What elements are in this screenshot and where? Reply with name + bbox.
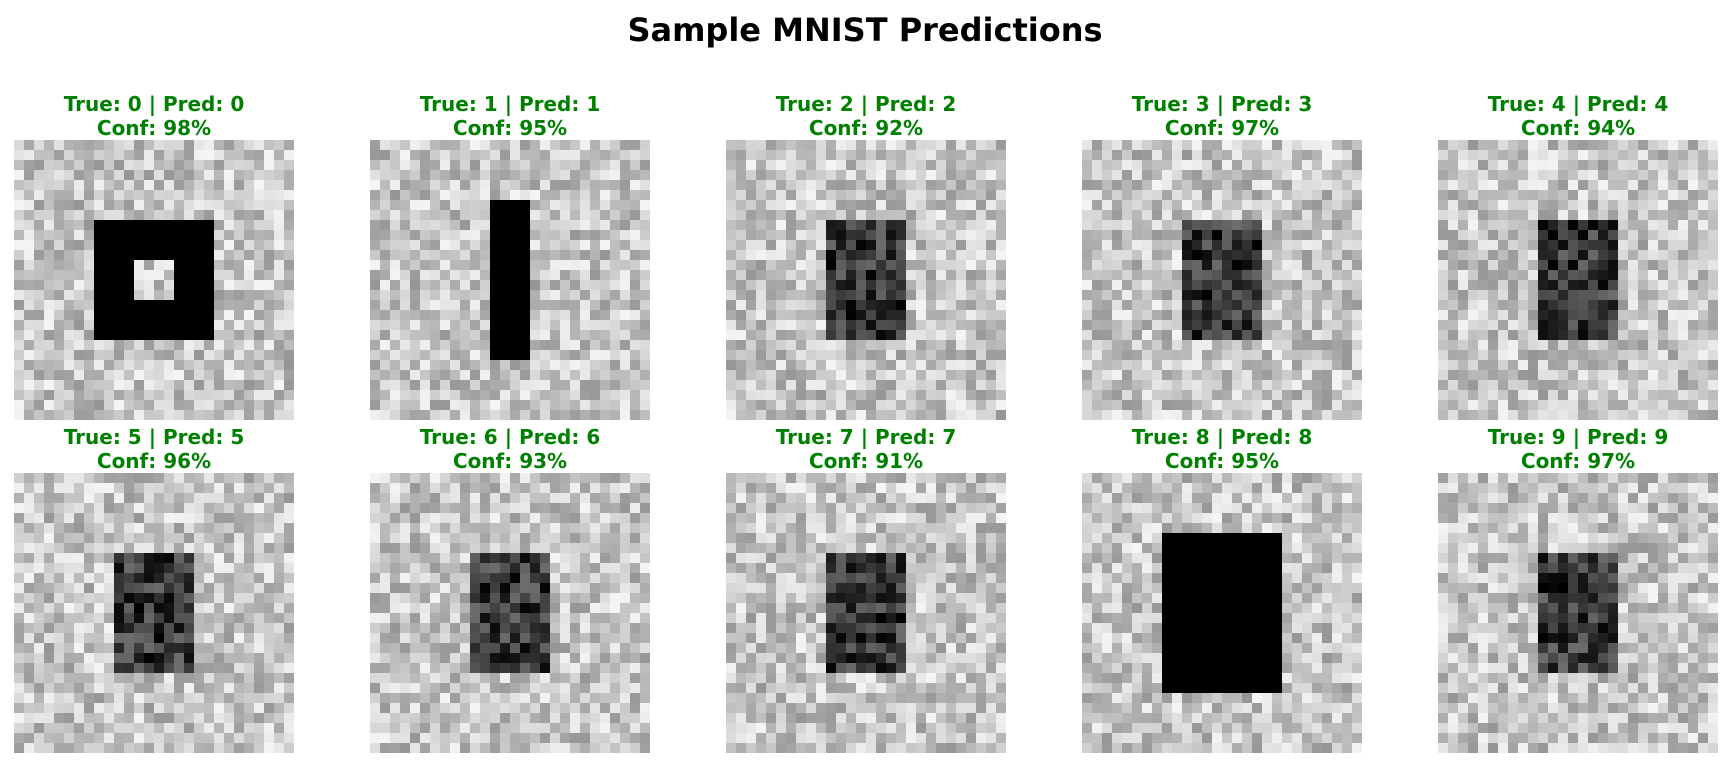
pred-label: Pred: 3 — [1230, 92, 1313, 116]
pred-label: Pred: 6 — [518, 425, 601, 449]
panel-title: True: 6 | Pred: 6 Conf: 93% — [419, 425, 601, 473]
prediction-panel-2: True: 2 | Pred: 2 Conf: 92% — [726, 92, 1006, 420]
true-label: True: 2 — [775, 92, 854, 116]
digit-image — [1438, 473, 1718, 753]
digit-image — [370, 140, 650, 420]
pred-label: Pred: 7 — [874, 425, 957, 449]
prediction-panel-1: True: 1 | Pred: 1 Conf: 95% — [370, 92, 650, 420]
prediction-panel-7: True: 7 | Pred: 7 Conf: 91% — [726, 425, 1006, 753]
conf-label: Conf: 97% — [1520, 449, 1636, 473]
true-label: True: 4 — [1487, 92, 1566, 116]
prediction-panel-0: True: 0 | Pred: 0 Conf: 98% — [14, 92, 294, 420]
true-label: True: 8 — [1131, 425, 1210, 449]
pred-label: Pred: 0 — [162, 92, 245, 116]
conf-label: Conf: 97% — [1164, 116, 1280, 140]
prediction-panel-3: True: 3 | Pred: 3 Conf: 97% — [1082, 92, 1362, 420]
prediction-panel-9: True: 9 | Pred: 9 Conf: 97% — [1438, 425, 1718, 753]
true-label: True: 5 — [63, 425, 142, 449]
pred-label: Pred: 9 — [1586, 425, 1669, 449]
pred-label: Pred: 8 — [1230, 425, 1313, 449]
digit-image — [1082, 473, 1362, 753]
figure-title: Sample MNIST Predictions — [627, 11, 1103, 49]
pred-label: Pred: 1 — [518, 92, 601, 116]
panel-title: True: 8 | Pred: 8 Conf: 95% — [1131, 425, 1313, 473]
panel-title: True: 1 | Pred: 1 Conf: 95% — [419, 92, 601, 140]
true-label: True: 6 — [419, 425, 498, 449]
panel-title: True: 4 | Pred: 4 Conf: 94% — [1487, 92, 1669, 140]
panel-title: True: 9 | Pred: 9 Conf: 97% — [1487, 425, 1669, 473]
true-label: True: 1 — [419, 92, 498, 116]
prediction-panel-8: True: 8 | Pred: 8 Conf: 95% — [1082, 425, 1362, 753]
true-label: True: 9 — [1487, 425, 1566, 449]
true-label: True: 3 — [1131, 92, 1210, 116]
digit-image — [1082, 140, 1362, 420]
conf-label: Conf: 95% — [452, 116, 568, 140]
conf-label: Conf: 95% — [1164, 449, 1280, 473]
conf-label: Conf: 96% — [96, 449, 212, 473]
digit-image — [370, 473, 650, 753]
digit-image — [1438, 140, 1718, 420]
conf-label: Conf: 93% — [452, 449, 568, 473]
conf-label: Conf: 92% — [808, 116, 924, 140]
digit-image — [14, 140, 294, 420]
pred-label: Pred: 5 — [162, 425, 245, 449]
pred-label: Pred: 2 — [874, 92, 957, 116]
true-label: True: 0 — [63, 92, 142, 116]
digit-image — [726, 140, 1006, 420]
true-label: True: 7 — [775, 425, 854, 449]
prediction-panel-4: True: 4 | Pred: 4 Conf: 94% — [1438, 92, 1718, 420]
digit-image — [14, 473, 294, 753]
panel-title: True: 7 | Pred: 7 Conf: 91% — [775, 425, 957, 473]
conf-label: Conf: 91% — [808, 449, 924, 473]
panel-title: True: 2 | Pred: 2 Conf: 92% — [775, 92, 957, 140]
prediction-panel-5: True: 5 | Pred: 5 Conf: 96% — [14, 425, 294, 753]
conf-label: Conf: 98% — [96, 116, 212, 140]
conf-label: Conf: 94% — [1520, 116, 1636, 140]
digit-image — [726, 473, 1006, 753]
prediction-panel-6: True: 6 | Pred: 6 Conf: 93% — [370, 425, 650, 753]
panel-title: True: 5 | Pred: 5 Conf: 96% — [63, 425, 245, 473]
pred-label: Pred: 4 — [1586, 92, 1669, 116]
panel-title: True: 3 | Pred: 3 Conf: 97% — [1131, 92, 1313, 140]
panel-title: True: 0 | Pred: 0 Conf: 98% — [63, 92, 245, 140]
